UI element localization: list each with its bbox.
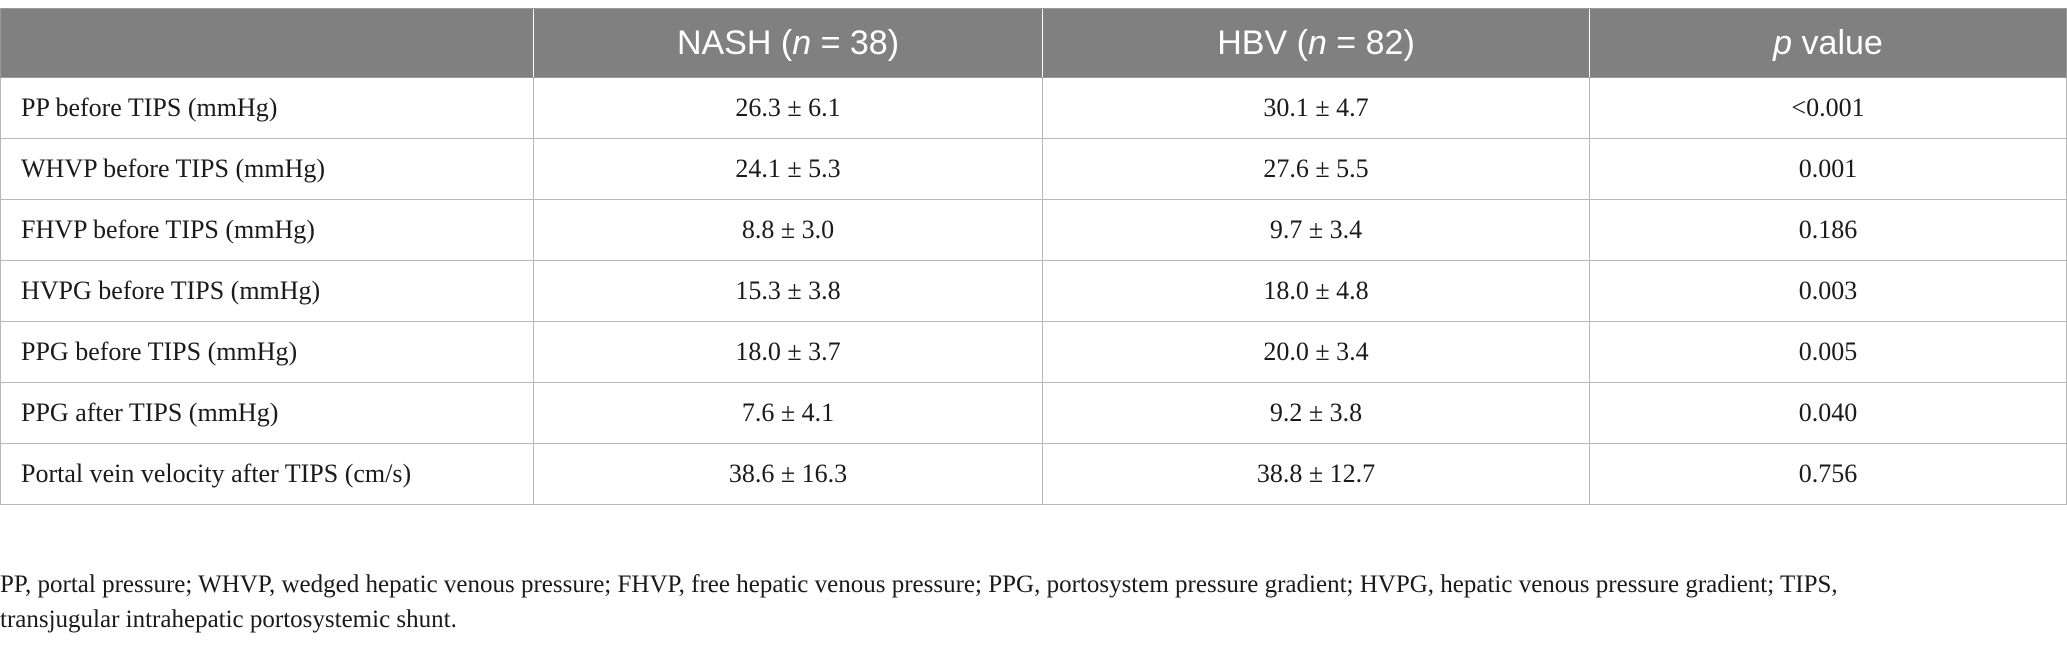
table-row: FHVP before TIPS (mmHg) 8.8 ± 3.0 9.7 ± …: [0, 199, 2067, 261]
header-hbv-n: n: [1307, 23, 1327, 62]
header-nash-count: = 38: [811, 23, 888, 62]
header-p-rest: value: [1792, 23, 1883, 62]
table-row: PP before TIPS (mmHg) 26.3 ± 6.1 30.1 ± …: [0, 77, 2067, 139]
p-value: 0.756: [1589, 443, 2067, 505]
row-label: Portal vein velocity after TIPS (cm/s): [0, 443, 534, 505]
hbv-value: 20.0 ± 3.4: [1042, 321, 1590, 383]
header-nash-name: NASH: [676, 23, 772, 62]
data-table-container: NASH (n = 38) HBV (n = 82) p value PP be…: [0, 8, 2067, 505]
header-empty-cell: [0, 8, 534, 78]
nash-value: 26.3 ± 6.1: [533, 77, 1043, 139]
table-row: WHVP before TIPS (mmHg) 24.1 ± 5.3 27.6 …: [0, 138, 2067, 200]
table-row: Portal vein velocity after TIPS (cm/s) 3…: [0, 443, 2067, 505]
row-label: HVPG before TIPS (mmHg): [0, 260, 534, 322]
header-hbv-name: HBV: [1217, 23, 1288, 62]
hbv-value: 30.1 ± 4.7: [1042, 77, 1590, 139]
hbv-value: 18.0 ± 4.8: [1042, 260, 1590, 322]
table-footnote: PP, portal pressure; WHVP, wedged hepati…: [0, 567, 2010, 637]
header-nash-n: n: [792, 23, 812, 62]
hbv-value: 9.2 ± 3.8: [1042, 382, 1590, 444]
nash-value: 18.0 ± 3.7: [533, 321, 1043, 383]
comparison-table: NASH (n = 38) HBV (n = 82) p value PP be…: [0, 8, 2067, 505]
p-value: <0.001: [1589, 77, 2067, 139]
hbv-value: 38.8 ± 12.7: [1042, 443, 1590, 505]
table-row: PPG after TIPS (mmHg) 7.6 ± 4.1 9.2 ± 3.…: [0, 382, 2067, 444]
footnote-line-1: PP, portal pressure; WHVP, wedged hepati…: [0, 571, 1838, 598]
nash-value: 38.6 ± 16.3: [533, 443, 1043, 505]
p-value: 0.186: [1589, 199, 2067, 261]
header-p-value: p value: [1589, 8, 2067, 78]
p-value: 0.001: [1589, 138, 2067, 200]
table-row: HVPG before TIPS (mmHg) 15.3 ± 3.8 18.0 …: [0, 260, 2067, 322]
p-value: 0.003: [1589, 260, 2067, 322]
table-row: PPG before TIPS (mmHg) 18.0 ± 3.7 20.0 ±…: [0, 321, 2067, 383]
row-label: PPG after TIPS (mmHg): [0, 382, 534, 444]
hbv-value: 27.6 ± 5.5: [1042, 138, 1590, 200]
row-label: PPG before TIPS (mmHg): [0, 321, 534, 383]
hbv-value: 9.7 ± 3.4: [1042, 199, 1590, 261]
row-label: FHVP before TIPS (mmHg): [0, 199, 534, 261]
nash-value: 15.3 ± 3.8: [533, 260, 1043, 322]
row-label: PP before TIPS (mmHg): [0, 77, 534, 139]
nash-value: 8.8 ± 3.0: [533, 199, 1043, 261]
header-nash: NASH (n = 38): [533, 8, 1043, 78]
table-header-row: NASH (n = 38) HBV (n = 82) p value: [0, 8, 2067, 78]
nash-value: 7.6 ± 4.1: [533, 382, 1043, 444]
nash-value: 24.1 ± 5.3: [533, 138, 1043, 200]
header-hbv-count: = 82: [1326, 23, 1404, 62]
footnote-line-2: transjugular intrahepatic portosystemic …: [0, 606, 457, 633]
row-label: WHVP before TIPS (mmHg): [0, 138, 534, 200]
header-p-var: p: [1773, 23, 1793, 62]
header-hbv: HBV (n = 82): [1042, 8, 1590, 78]
p-value: 0.040: [1589, 382, 2067, 444]
p-value: 0.005: [1589, 321, 2067, 383]
